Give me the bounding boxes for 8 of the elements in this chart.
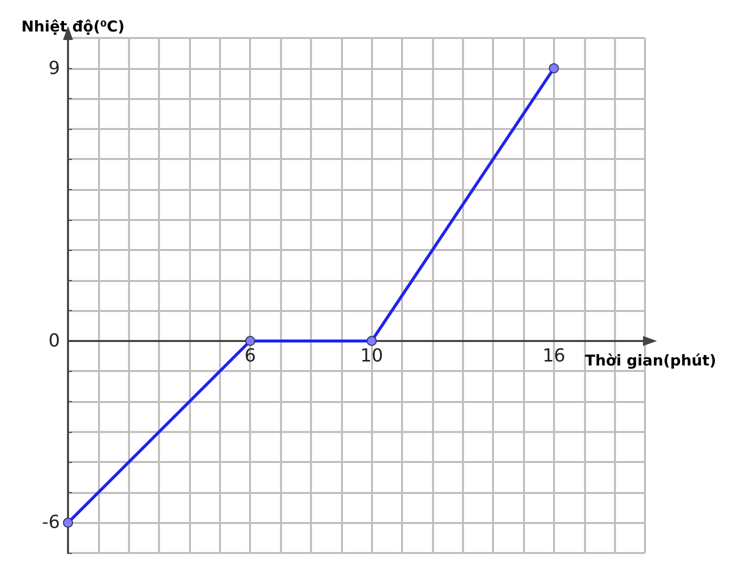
y-axis-title: Nhiệt độ(⁰C) [21,18,125,36]
x-tick-label: 10 [360,345,384,366]
y-tick-label: -6 [42,512,60,534]
x-tick-label: 6 [244,345,256,366]
y-tick-label: 9 [48,58,60,79]
y-tick-label: 0 [48,330,60,352]
x-tick-label: 16 [542,345,566,366]
x-axis-title: Thời gian(phút) [585,351,716,370]
